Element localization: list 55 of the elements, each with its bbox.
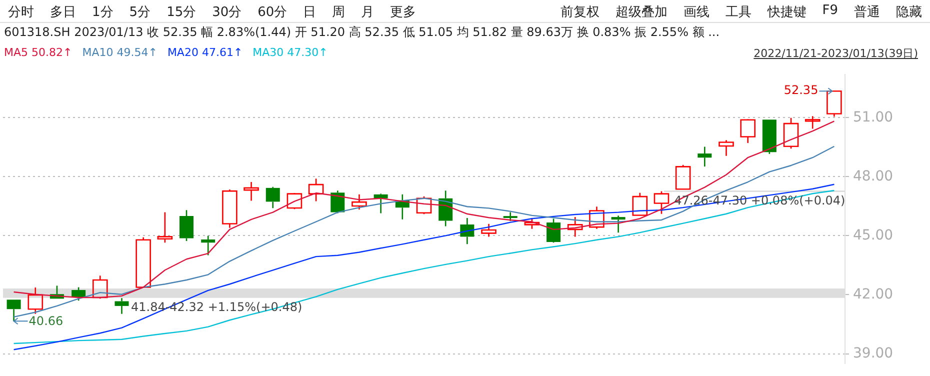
- text: 多日: [49, 4, 77, 22]
- text: 隐藏: [895, 4, 923, 22]
- annotation: 40.66: [28, 314, 64, 328]
- candlestick: [244, 181, 259, 202]
- candlestick: [718, 139, 734, 156]
- candlestick: [503, 212, 518, 222]
- text: MA10 49.54↑: [82, 46, 158, 59]
- candlestick: [92, 275, 108, 300]
- text: 15分: [166, 4, 198, 22]
- candlestick: [352, 194, 367, 210]
- text: 周: [331, 4, 346, 22]
- text: 5分: [128, 4, 152, 22]
- text: 快捷键: [766, 4, 808, 22]
- candlestick: [374, 192, 388, 214]
- candlestick: [654, 190, 670, 215]
- text: MA20 47.61↑: [167, 46, 243, 59]
- text: F9: [821, 2, 839, 20]
- candlestick: [6, 300, 21, 322]
- text: 普通: [853, 4, 881, 22]
- candlestick: [157, 212, 173, 244]
- text: 前复权: [559, 4, 600, 22]
- text: 更多: [389, 4, 418, 22]
- candlestick: [481, 223, 496, 238]
- text: 工具: [724, 4, 752, 22]
- text: 分时: [7, 4, 35, 22]
- candlestick: [201, 235, 216, 256]
- text: 60分: [256, 4, 288, 22]
- annotation: 52.35: [784, 83, 818, 98]
- text: 月: [360, 4, 376, 22]
- y-tick-label: 48.00: [853, 168, 894, 184]
- y-tick-label: 45.00: [853, 227, 894, 244]
- candlestick: [632, 192, 648, 216]
- candlestick: [567, 216, 583, 238]
- candlestick: [611, 215, 626, 234]
- candlestick: [740, 119, 756, 144]
- text: MA30 47.30↑: [252, 46, 328, 59]
- text: 30分: [211, 4, 243, 22]
- text: 画线: [682, 4, 710, 22]
- candlestick: [698, 146, 712, 168]
- candlestick: [589, 206, 604, 230]
- chart-subtitle: 2022/11/21-2023/01/13(39日): [754, 46, 918, 61]
- chart-title: 601318.SH 2023/01/13 收 52.35 幅 2.83%(1.44) 开 51.20 高 52.35 低 51.05 均 51.82 量 89.63万 换 0.83% 振 2.55% 额 ...: [4, 24, 720, 41]
- y-tick-label: 42.00: [853, 286, 894, 302]
- candlestick: [222, 188, 238, 229]
- candlestick: [114, 297, 129, 314]
- candlestick: [266, 186, 280, 209]
- candlestick: [804, 115, 820, 130]
- candlestick: [308, 178, 324, 202]
- text: MA5 50.82↑: [4, 46, 72, 59]
- y-tick-label: 51.00: [853, 109, 894, 126]
- y-tick-label: 39.00: [853, 345, 894, 362]
- text: 超级叠加: [614, 4, 668, 22]
- text: 1分: [91, 4, 114, 22]
- text: 日: [302, 4, 318, 22]
- candlestick: [28, 286, 44, 314]
